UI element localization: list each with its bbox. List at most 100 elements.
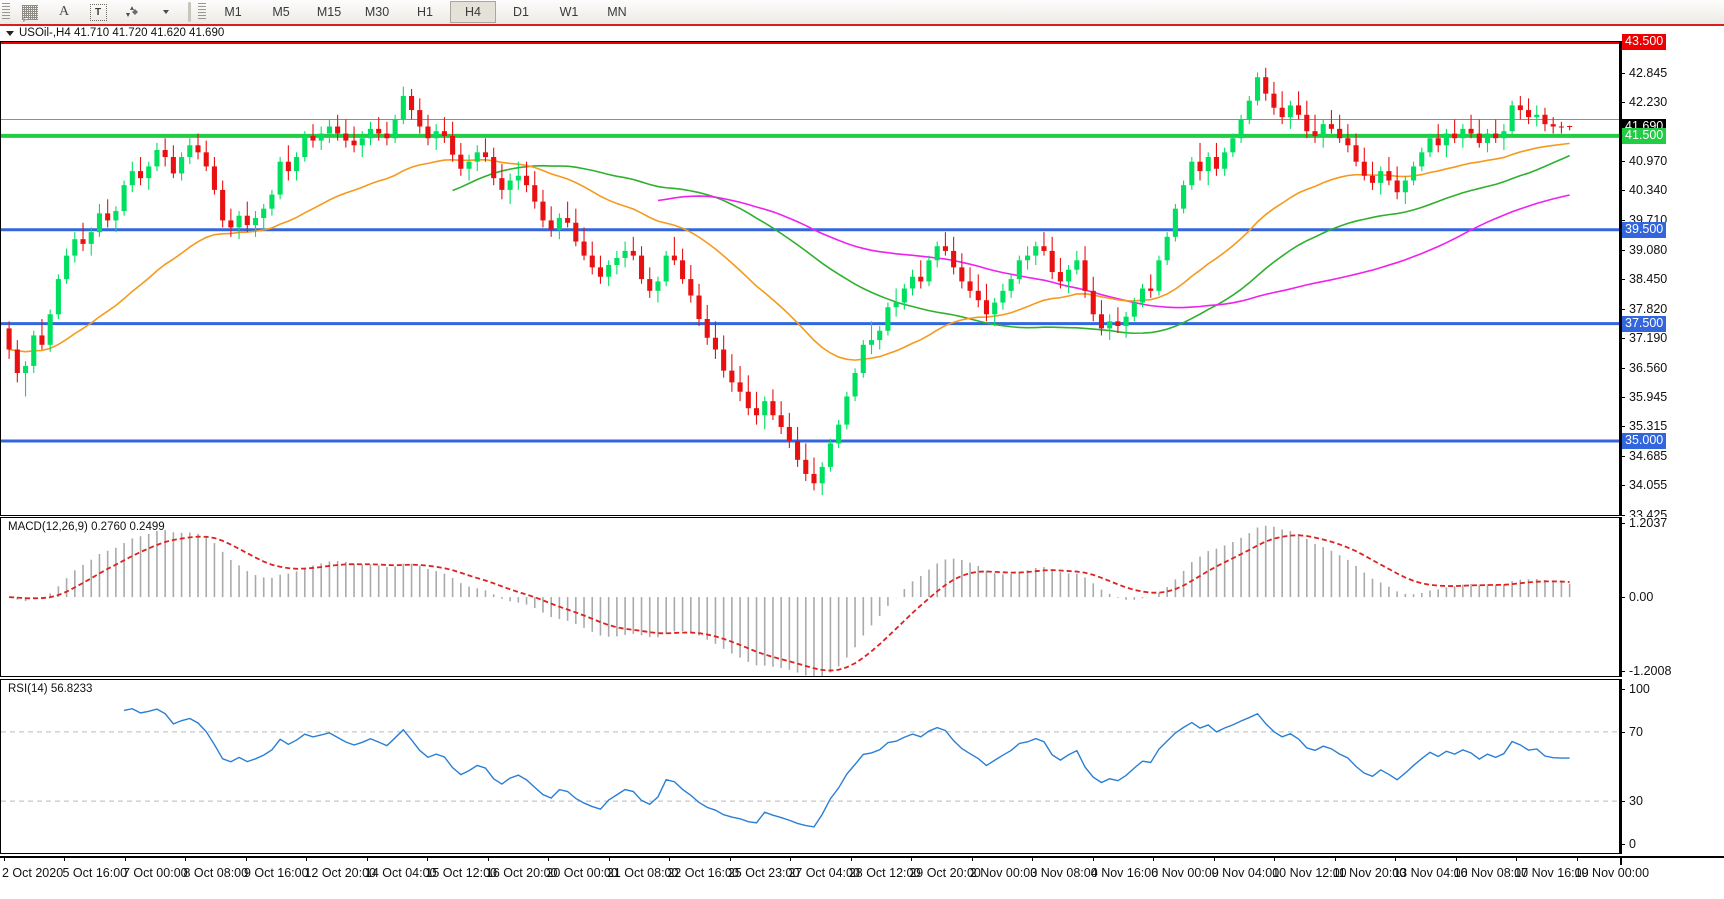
- rsi-tick: [1620, 844, 1625, 845]
- time-tick-label-4: 9 Oct 16:00: [243, 866, 309, 880]
- price-tick-label-38.450: 38.450: [1629, 272, 1668, 287]
- rsi-canvas: [1, 707, 1619, 828]
- macd-tick-label-0.00: 0.00: [1629, 590, 1654, 605]
- time-tick-label-11: 22 Oct 16:00: [667, 866, 739, 880]
- macd-tick: [1620, 597, 1625, 599]
- time-tick-label-3: 8 Oct 08:00: [183, 866, 249, 880]
- time-tick-label-0: 2 Oct 2020: [2, 866, 64, 880]
- macd-tick-label-1.2037: 1.2037: [1629, 516, 1668, 530]
- price-tick-label-35.315: 35.315: [1629, 419, 1668, 434]
- macd-histogram: [16, 525, 1571, 676]
- time-tick: [911, 856, 913, 861]
- time-tick-label-17: 3 Nov 08:00: [1030, 866, 1098, 880]
- price-tick: [1620, 367, 1625, 369]
- time-tick: [1576, 856, 1578, 861]
- time-tick: [1395, 856, 1397, 861]
- chart-menu-caret-icon[interactable]: [6, 30, 14, 36]
- macd-pane[interactable]: MACD(12,26,9) 0.2760 0.2499: [0, 517, 1620, 677]
- time-tick-label-16: 2 Nov 00:00: [969, 866, 1038, 880]
- price-tick-label-40.340: 40.340: [1629, 183, 1668, 198]
- objects-dropdown-arrow[interactable]: [150, 1, 182, 23]
- price-chart-pane[interactable]: [0, 41, 1620, 516]
- time-tick: [1334, 856, 1336, 861]
- symbol-bar-accent: [0, 24, 1724, 26]
- price-tick: [1620, 338, 1625, 340]
- timeframe-h4[interactable]: H4: [450, 1, 496, 23]
- rsi-pane[interactable]: RSI(14) 56.8233: [0, 679, 1620, 854]
- text-box-icon[interactable]: T: [82, 1, 114, 23]
- timeframe-m1[interactable]: M1: [224, 5, 242, 19]
- timeframe-h1[interactable]: H1: [417, 5, 433, 19]
- price-badge-support-level-41.500[interactable]: 41.500: [1622, 127, 1667, 144]
- time-tick: [487, 856, 489, 861]
- time-tick: [1213, 856, 1215, 861]
- time-tick: [548, 856, 550, 861]
- rsi-axis[interactable]: 100 70 30 0: [1620, 679, 1724, 854]
- time-axis-corner-tick: [1620, 856, 1622, 865]
- time-tick: [4, 856, 5, 861]
- time-tick: [729, 856, 731, 861]
- price-badge-resistance-level-43.500[interactable]: 43.500: [1622, 34, 1667, 50]
- macd-tick: [1620, 523, 1625, 524]
- objects-icon[interactable]: [116, 1, 148, 23]
- toolbar-grip[interactable]: [2, 3, 10, 21]
- macd-tick-label--1.2008: -1.2008: [1629, 664, 1672, 678]
- time-axis-line: [0, 856, 1620, 858]
- price-tick: [1620, 249, 1625, 251]
- price-tick-label-34.055: 34.055: [1629, 478, 1668, 493]
- timeframe-grip[interactable]: [198, 3, 206, 21]
- price-tick-label-34.685: 34.685: [1629, 448, 1668, 463]
- macd-tick: [1620, 671, 1625, 672]
- time-tick-label-13: 27 Oct 04:00: [788, 866, 860, 880]
- price-badge-support-level-37.500[interactable]: 37.500: [1622, 315, 1667, 332]
- time-tick: [64, 856, 66, 861]
- timeframe-d1[interactable]: D1: [513, 5, 529, 19]
- timeframe-m30[interactable]: M30: [364, 5, 390, 19]
- price-axis[interactable]: 43.500 42.845 42.230 41.690 41.500 40.970 40.3…: [1620, 34, 1724, 522]
- macd-label: MACD(12,26,9) 0.2760 0.2499: [8, 521, 165, 533]
- time-tick: [366, 856, 368, 861]
- time-tick-label-2: 7 Oct 00:00: [122, 866, 188, 880]
- price-badge-support-level-39.500[interactable]: 39.500: [1622, 221, 1667, 238]
- time-axis[interactable]: 2 Oct 2020 5 Oct 16:00 7 Oct 00:00 8 Oct 08…: [0, 856, 1724, 899]
- time-tick: [1153, 856, 1155, 861]
- price-tick-label-40.970: 40.970: [1629, 153, 1668, 168]
- crosshair-f-icon[interactable]: [14, 1, 46, 24]
- price-tick-label-42.230: 42.230: [1629, 94, 1668, 109]
- price-tick-label-36.560: 36.560: [1629, 360, 1668, 375]
- price-tick: [1620, 279, 1625, 281]
- time-tick-label-21: 10 Nov 12:00: [1272, 866, 1347, 880]
- timeframe-m15[interactable]: M15: [316, 5, 342, 19]
- timeframe-group: M1 M5 M15 M30 H1 H4 D1 W1 MN: [209, 1, 641, 23]
- rsi-tick-label-0: 0: [1629, 837, 1636, 851]
- time-tick-label-24: 16 Nov 08:00: [1453, 866, 1529, 880]
- price-badge-support-level-35.000[interactable]: 35.000: [1622, 433, 1667, 450]
- text-label-icon[interactable]: A: [58, 4, 70, 19]
- macd-canvas: [9, 525, 1571, 676]
- rsi-label: RSI(14) 56.8233: [8, 683, 93, 695]
- time-tick: [1274, 856, 1276, 861]
- timeframe-mn[interactable]: MN: [607, 5, 627, 19]
- time-tick-label-18: 4 Nov 16:00: [1090, 866, 1159, 880]
- macd-axis[interactable]: 1.2037 0.00 -1.2008: [1620, 516, 1724, 678]
- time-tick-label-23: 13 Nov 04:00: [1393, 866, 1468, 880]
- time-tick-label-8: 16 Oct 20:00: [485, 866, 558, 880]
- timeframe-w1[interactable]: W1: [559, 5, 579, 19]
- price-tick-label-35.945: 35.945: [1629, 389, 1668, 404]
- price-tick: [1620, 160, 1625, 162]
- rsi-tick: [1620, 731, 1625, 733]
- time-tick-label-25: 17 Nov 16:00: [1514, 866, 1589, 880]
- time-tick: [1455, 856, 1457, 861]
- price-tick: [1620, 308, 1625, 310]
- price-tick-label-37.190: 37.190: [1629, 331, 1668, 346]
- time-tick-label-19: 6 Nov 00:00: [1151, 866, 1219, 880]
- time-tick: [306, 856, 308, 861]
- time-axis-corner: [1620, 856, 1724, 858]
- rsi-line: [123, 707, 1570, 828]
- time-tick-label-26: 19 Nov 00:00: [1574, 866, 1650, 880]
- price-tick: [1620, 190, 1625, 192]
- time-tick-label-10: 21 Oct 08:00: [606, 866, 679, 880]
- rsi-tick-label-100: 100: [1629, 682, 1650, 696]
- main-toolbar: A T M1 M5 M15 M30 H1 H4 D1 W1 MN: [0, 0, 1724, 25]
- timeframe-m5[interactable]: M5: [272, 5, 290, 19]
